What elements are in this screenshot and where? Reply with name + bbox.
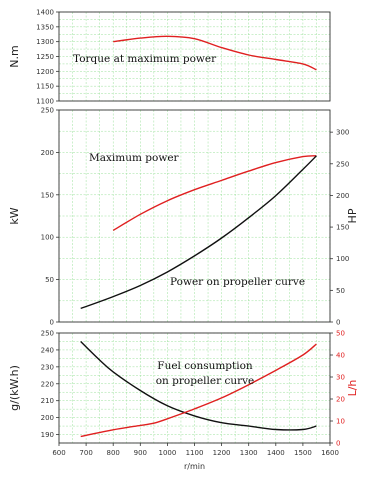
y-tick-label: 1350 [36, 23, 54, 31]
x-tick-label: 1500 [294, 449, 312, 457]
fuel-plot-area [59, 333, 330, 443]
torque-annotation-0: Torque at maximum power [73, 53, 217, 65]
y-right-tick-label: 200 [336, 192, 349, 200]
y-tick-label: 190 [41, 431, 54, 439]
y-tick-label: 50 [45, 276, 54, 284]
power-y-axis-title: kW [8, 207, 21, 224]
y-tick-label: 250 [41, 330, 54, 338]
fuel-annotation-1: on propeller curve [156, 375, 255, 387]
y-tick-label: 230 [41, 363, 54, 371]
power-annotation-0: Maximum power [89, 152, 180, 164]
y-right-tick-label: 50 [336, 330, 345, 338]
y-right-tick-label: 100 [336, 255, 349, 263]
y-tick-label: 210 [41, 397, 54, 405]
power-panel: 0 50 100 150 200 250 0 50 100 150 200 250 300 kW HP Max… [8, 107, 359, 327]
fuel-annotation-0: Fuel consumption [157, 360, 253, 372]
power-annotation-1: Power on propeller curve [170, 276, 305, 288]
y-right-tick-label: 0 [336, 319, 340, 327]
x-tick-label: 1300 [240, 449, 258, 457]
power-grid [59, 110, 330, 322]
x-tick-label: 1100 [186, 449, 204, 457]
x-tick-label: 1600 [321, 449, 339, 457]
y-tick-label: 1250 [36, 53, 54, 61]
y-tick-label: 1400 [36, 9, 54, 17]
y-tick-label: 150 [41, 191, 54, 199]
y-tick-label: 0 [50, 319, 54, 327]
x-tick-label: 1200 [213, 449, 231, 457]
y-tick-label: 100 [41, 234, 54, 242]
x-tick-label: 700 [79, 449, 92, 457]
x-tick-label: 600 [52, 449, 65, 457]
fuel-panel: 190 200 210 220 230 240 250 0 10 20 30 40 50 600 700 80… [8, 330, 359, 472]
y-right-tick-label: 30 [336, 374, 345, 382]
y-tick-label: 220 [41, 380, 54, 388]
power-y-right-axis-title: HP [346, 208, 359, 223]
torque-panel: 1100 1150 1200 1250 1300 1350 1400 N.m Torque at… [8, 9, 330, 106]
x-tick-label: 1400 [267, 449, 285, 457]
fuel-y-axis-title: g/(kW.h) [8, 365, 21, 411]
y-tick-label: 1150 [36, 83, 54, 91]
y-tick-label: 250 [41, 107, 54, 115]
y-tick-label: 1100 [36, 98, 54, 106]
x-tick-label: 800 [107, 449, 120, 457]
y-right-tick-label: 0 [336, 440, 340, 448]
y-tick-label: 1200 [36, 68, 54, 76]
fuel-y-right-axis-title: L/h [346, 380, 359, 397]
x-axis-title: r/min [184, 462, 205, 471]
y-tick-label: 1300 [36, 38, 54, 46]
y-right-tick-label: 50 [336, 287, 345, 295]
y-tick-label: 200 [41, 149, 54, 157]
y-right-tick-label: 10 [336, 418, 345, 426]
y-right-tick-label: 20 [336, 396, 345, 404]
torque-y-axis-title: N.m [8, 45, 21, 67]
y-right-tick-label: 300 [336, 129, 349, 137]
y-tick-label: 200 [41, 414, 54, 422]
x-tick-label: 1000 [158, 449, 176, 457]
y-right-tick-label: 250 [336, 160, 349, 168]
x-tick-label: 900 [134, 449, 147, 457]
y-tick-label: 240 [41, 346, 54, 354]
y-right-tick-label: 150 [336, 224, 349, 232]
y-right-tick-label: 40 [336, 352, 345, 360]
